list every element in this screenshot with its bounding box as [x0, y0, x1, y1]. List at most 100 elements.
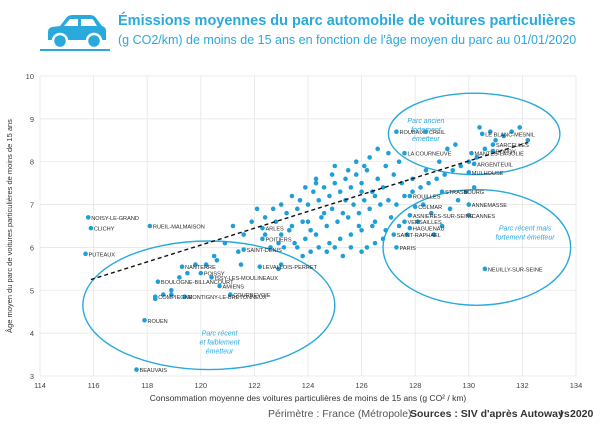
data-point [367, 206, 372, 212]
labeled-point [439, 189, 445, 195]
data-point [458, 163, 464, 169]
y-tick-label: 5 [30, 286, 34, 295]
point-label: LE BLANC-MESNIL [485, 132, 535, 138]
data-point [337, 189, 343, 195]
annotation-line: Parc récent mais [499, 225, 552, 232]
data-point [327, 193, 332, 199]
point-label: ROUEN [148, 319, 168, 325]
data-point [359, 180, 364, 186]
labeled-point [490, 142, 496, 147]
data-point [445, 146, 450, 152]
point-label: NOISY-LE-GRAND [91, 216, 139, 222]
data-point [396, 223, 402, 229]
labeled-point [88, 225, 94, 231]
x-tick-label: 116 [88, 381, 100, 390]
x-tick-label: 130 [463, 381, 476, 390]
data-point [453, 142, 458, 147]
point-label: ROUILLES [413, 195, 441, 201]
point-label: STRASBOURG [445, 190, 484, 196]
labeled-point [182, 294, 188, 300]
data-point [169, 292, 174, 297]
point-label: SAINT-RAPHAEL [397, 233, 441, 239]
data-point [160, 292, 166, 297]
data-point [316, 245, 322, 250]
point-label: BONDY [496, 150, 516, 156]
labeled-point [217, 283, 222, 289]
point-label: MULHOUSE [472, 171, 504, 177]
data-point [249, 219, 255, 225]
data-point [375, 176, 380, 182]
data-point [329, 206, 335, 212]
data-point [431, 232, 437, 237]
point-label: ARLES [265, 227, 284, 233]
data-point [214, 257, 220, 263]
data-point [297, 197, 303, 203]
data-points [83, 125, 531, 372]
labeled-point [402, 219, 407, 225]
annotation-line: et faiblement [200, 339, 241, 346]
data-point [300, 219, 305, 225]
labeled-point [394, 245, 399, 250]
x-tick-label: 132 [516, 381, 529, 390]
data-point [270, 206, 276, 212]
data-point [378, 202, 383, 207]
data-point [289, 223, 295, 229]
data-point [428, 210, 434, 216]
data-point [509, 129, 514, 135]
data-point [345, 215, 351, 220]
data-point [415, 219, 421, 225]
labeled-point [423, 129, 429, 135]
header: Émissions moyennes du parc automobile de… [0, 0, 600, 62]
data-point [348, 232, 354, 237]
data-point [359, 249, 364, 255]
trendline-dashed [90, 141, 528, 281]
point-label: COMPIEGNE [158, 295, 192, 301]
data-point [386, 197, 391, 203]
data-point [305, 202, 311, 207]
data-point [359, 189, 364, 195]
data-point [238, 262, 244, 267]
x-tick-label: 134 [570, 381, 583, 390]
labeled-point [466, 212, 472, 218]
x-tick-label: 126 [355, 381, 368, 390]
data-point [493, 137, 498, 143]
data-point [254, 206, 260, 212]
point-label: ISSY-LES-MOULINEAUX [215, 276, 279, 282]
labeled-point [198, 270, 204, 276]
data-point [348, 245, 354, 250]
data-point [308, 249, 313, 255]
labeled-point [227, 292, 233, 297]
data-point [455, 197, 461, 203]
y-tick-label: 9 [30, 115, 34, 124]
data-point [367, 155, 372, 160]
labeled-point [407, 212, 413, 218]
x-tick-label: 118 [141, 381, 153, 390]
data-point [303, 185, 308, 190]
data-point [332, 245, 338, 250]
point-label: ASNIERES-SUR-SEINE [413, 214, 474, 220]
y-tick-label: 7 [30, 201, 34, 210]
data-point [370, 223, 375, 229]
data-point [361, 163, 367, 169]
annotation-line: fortement [411, 127, 442, 134]
data-point [332, 180, 338, 186]
data-point [402, 193, 407, 199]
labeled-point [469, 150, 474, 156]
data-point [396, 159, 402, 165]
source-note: Sources : SIV d'après Autoways [410, 408, 570, 420]
data-point [327, 240, 332, 246]
data-point [284, 210, 289, 216]
data-point [418, 185, 423, 190]
perimeter-note: Périmètre : France (Métropole) [268, 408, 412, 420]
data-point [477, 125, 482, 130]
data-point [359, 227, 364, 233]
labeled-point [479, 131, 485, 137]
data-point [375, 146, 380, 152]
data-point [525, 137, 531, 143]
data-point [185, 270, 190, 276]
data-point [463, 189, 469, 195]
data-point [281, 245, 287, 250]
data-point [482, 146, 488, 152]
labeled-point [490, 148, 496, 154]
